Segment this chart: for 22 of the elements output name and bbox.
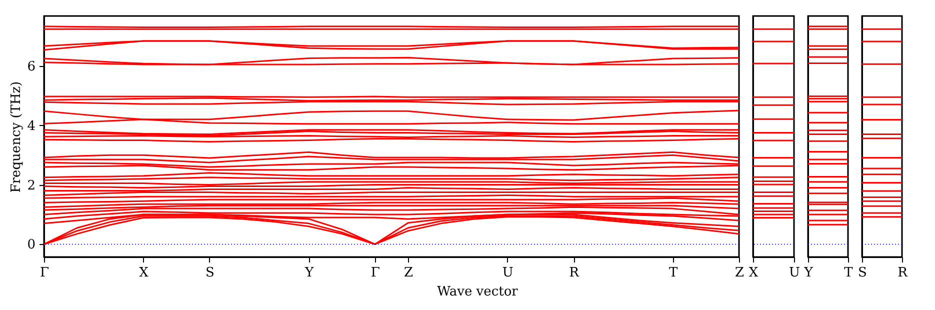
x-tick-label: Z (404, 266, 414, 280)
x-axis-title: Wave vector (437, 284, 519, 300)
x-tick-label: Y (803, 266, 814, 280)
x-tick-label: Γ (40, 266, 50, 280)
x-tick-label: S (858, 266, 867, 280)
x-tick-label: X (139, 266, 150, 280)
x-tick-label: S (206, 266, 214, 280)
y-tick-label: 4 (27, 118, 36, 134)
x-tick-label: R (898, 266, 909, 280)
y-tick-label: 0 (27, 238, 36, 253)
y-axis-title: Frequency (THz) (9, 81, 24, 193)
x-tick-label: T (844, 266, 854, 280)
x-tick-label: T (668, 266, 678, 280)
x-tick-label: U (502, 266, 514, 280)
x-tick-label: R (569, 266, 580, 280)
y-tick-label: 2 (27, 178, 36, 194)
x-tick-label: U (789, 266, 800, 280)
x-tick-label: Y (304, 266, 314, 280)
x-tick-label: Z (734, 266, 744, 280)
x-tick-label: Γ (370, 266, 380, 280)
y-tick-label: 6 (27, 59, 36, 74)
x-tick-label: X (748, 266, 759, 280)
